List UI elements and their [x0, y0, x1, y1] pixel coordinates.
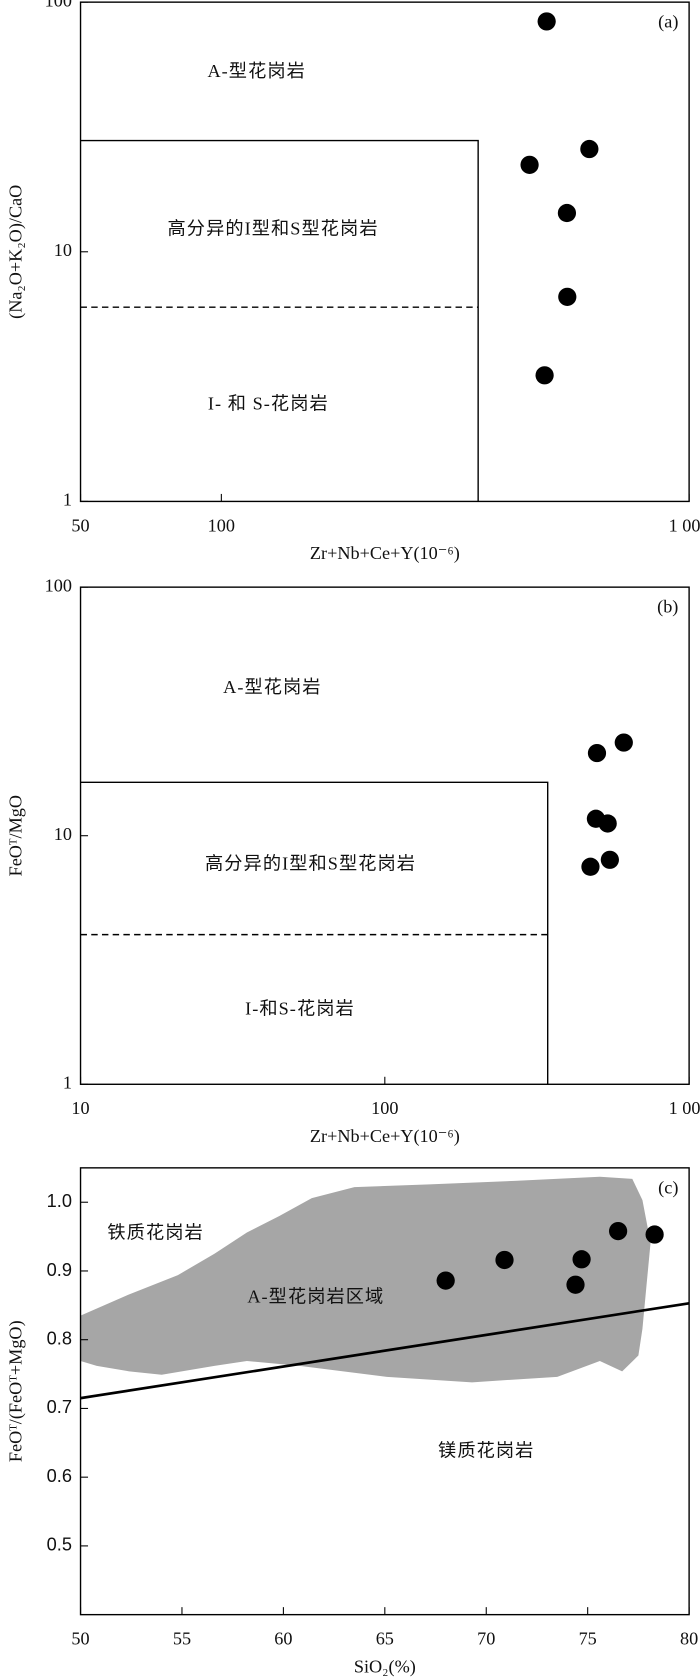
data-point	[609, 1221, 628, 1241]
data-point	[495, 1250, 514, 1270]
region-label: A-型花岗岩区域	[247, 1287, 384, 1307]
x-tick-label: 100	[208, 515, 235, 535]
panel-label: (a)	[658, 12, 678, 33]
panel-label: (b)	[657, 597, 678, 618]
plot-frame	[79, 586, 690, 1085]
panel-label: (c)	[658, 1177, 678, 1198]
y-tick-label: 100	[45, 0, 72, 10]
y-tick-label: 0.7	[47, 1397, 72, 1417]
x-tick-label: 80	[680, 1629, 698, 1649]
data-point	[598, 814, 617, 833]
x-tick-label: 1 000	[669, 515, 700, 535]
data-point	[572, 1250, 591, 1269]
y-tick-label: 1	[63, 1072, 72, 1092]
y-tick-label: 0.9	[47, 1260, 72, 1280]
x-axis-label: Zr+Nb+Ce+Y(10⁻⁶)	[310, 1126, 460, 1147]
region-label: A-型花岗岩	[207, 61, 305, 81]
data-point	[581, 857, 600, 876]
data-point	[587, 743, 607, 763]
boundary-line	[80, 139, 479, 502]
boundary-line	[80, 1301, 690, 1400]
data-point	[436, 1271, 455, 1290]
data-point	[537, 12, 556, 31]
x-tick-label: 55	[173, 1629, 191, 1649]
x-tick-label: 10	[71, 1098, 89, 1118]
x-tick-label: 100	[371, 1098, 398, 1118]
data-point	[520, 155, 539, 174]
y-tick-label: 0.8	[47, 1329, 72, 1349]
x-axis-label: SiO₂(%)	[354, 1656, 416, 1677]
y-tick-label: 10	[54, 824, 72, 844]
y-tick-label: 100	[45, 575, 72, 595]
x-axis-label: Zr+Nb+Ce+Y(10⁻⁶)	[310, 543, 460, 564]
plot-frame	[79, 1, 690, 503]
data-point	[645, 1225, 664, 1244]
region-label: I-和S-花岗岩	[245, 999, 355, 1019]
data-point	[535, 366, 554, 385]
x-tick-label: 75	[579, 1629, 597, 1649]
x-tick-label: 1 000	[669, 1098, 700, 1118]
region-label: I- 和 S-花岗岩	[208, 393, 329, 413]
y-axis-label: (Na₂O+K₂O)/CaO	[5, 185, 26, 319]
y-tick-label: 1	[63, 490, 72, 510]
region-label: 高分异的I型和S型花岗岩	[168, 218, 379, 238]
data-point	[557, 203, 577, 223]
x-tick-label: 70	[477, 1629, 495, 1649]
y-tick-label: 0.6	[47, 1466, 72, 1486]
data-point	[580, 139, 599, 159]
x-tick-label: 65	[376, 1629, 394, 1649]
x-tick-label: 60	[274, 1629, 292, 1649]
y-tick-label: 1.0	[47, 1191, 72, 1211]
data-point	[566, 1275, 585, 1294]
region-label: A-型花岗岩	[223, 677, 321, 697]
y-axis-label: FeOᵀ/MgO	[5, 795, 25, 876]
y-tick-label: 10	[54, 240, 72, 260]
y-tick-label: 0.5	[47, 1535, 72, 1555]
data-point	[614, 733, 633, 752]
boundary-line	[80, 781, 549, 1085]
region-area	[80, 1176, 651, 1383]
x-tick-label: 50	[71, 515, 89, 535]
x-tick-label: 50	[71, 1629, 89, 1649]
data-point	[600, 850, 619, 869]
region-label: 铁质花岗岩	[107, 1223, 203, 1243]
y-axis-label: FeOᵀ/(FeOᵀ+MgO)	[5, 1320, 26, 1462]
data-point	[558, 287, 577, 306]
region-label: 高分异的I型和S型花岗岩	[205, 854, 416, 874]
region-label: 镁质花岗岩	[438, 1441, 534, 1461]
